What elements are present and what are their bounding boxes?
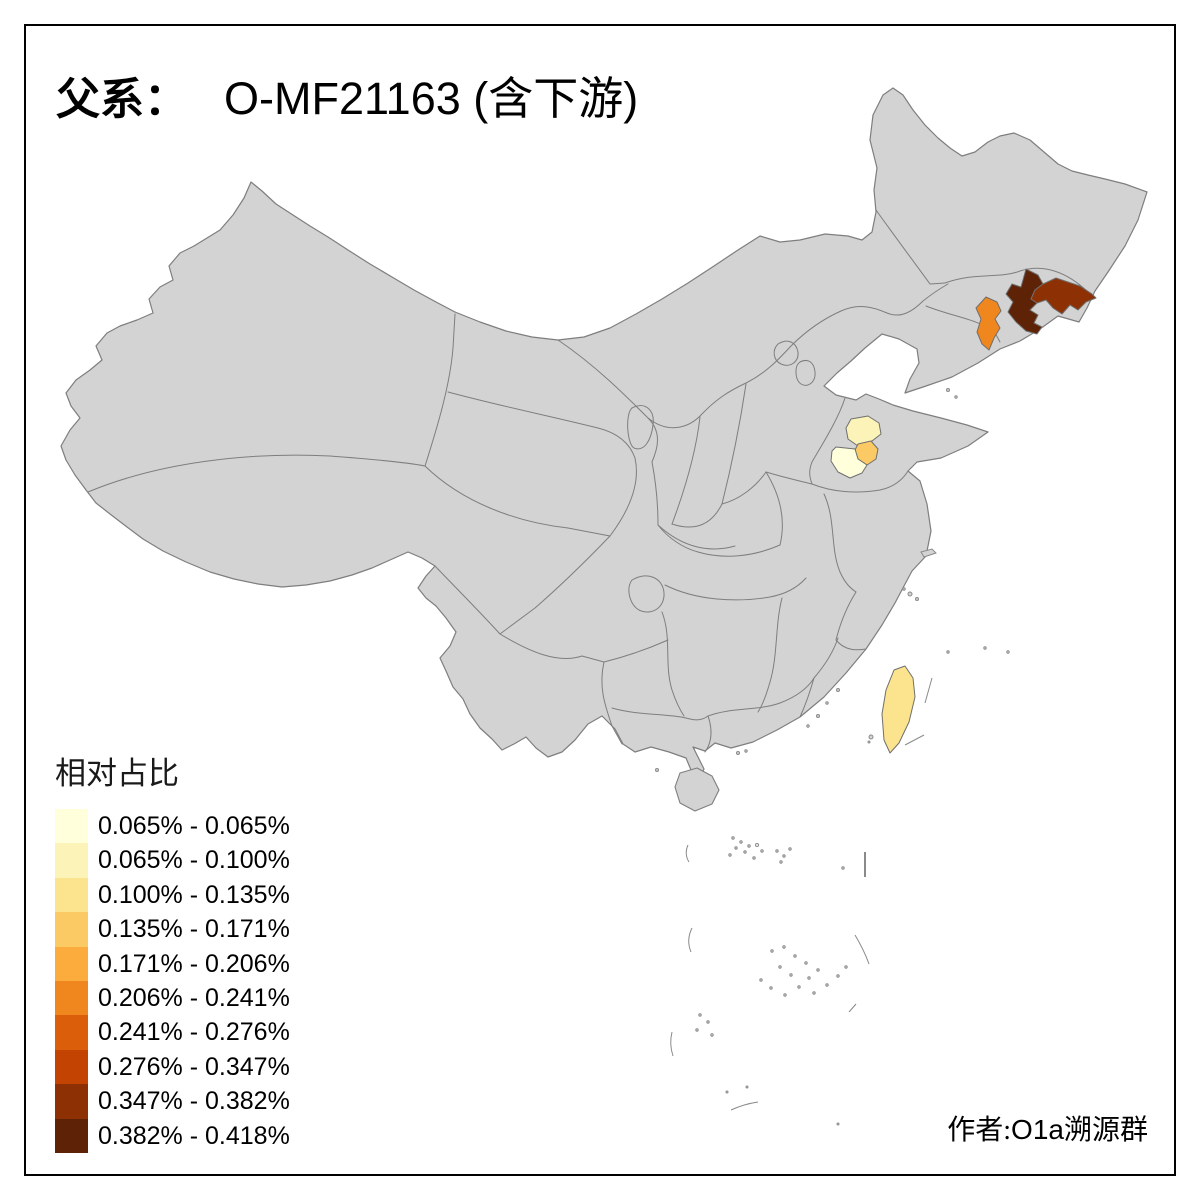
legend-class-row: 0.135% - 0.171% (55, 912, 290, 947)
legend-swatch (55, 912, 88, 947)
legend-label: 0.065% - 0.065% (98, 812, 290, 840)
author-credit: 作者:O1a溯源群 (947, 1108, 1148, 1148)
china-mainland-outline (60, 87, 1148, 783)
legend-swatch (55, 843, 88, 878)
legend-swatch (55, 946, 88, 981)
legend-swatch (55, 980, 88, 1016)
legend-label: 0.347% - 0.382% (98, 1087, 290, 1116)
small-islands (655, 388, 1010, 1126)
legend-title: 相对占比 (55, 756, 179, 791)
legend-class-row: 0.206% - 0.241% (55, 980, 290, 1016)
legend-label: 0.135% - 0.171% (98, 915, 290, 944)
hainan-island (674, 767, 720, 812)
author-suffix: 溯源群 (1063, 1115, 1148, 1146)
legend-label: 0.100% - 0.135% (98, 880, 290, 909)
legend-class-row: 0.171% - 0.206% (55, 946, 290, 981)
region-liaoning-southeast (975, 296, 1002, 351)
legend-class-row: 0.382% - 0.418% (55, 1118, 290, 1153)
legend-class-row: 0.347% - 0.382% (55, 1084, 290, 1119)
page-title: 父系： O-MF21163 (含下游) (56, 62, 638, 127)
colored-regions (830, 268, 1097, 754)
legend-swatch (55, 1015, 88, 1050)
legend-class-row: 0.065% - 0.065% (55, 809, 290, 844)
legend-class-row: 0.100% - 0.135% (55, 877, 290, 913)
legend-class-row: 0.241% - 0.276% (55, 1015, 290, 1050)
legend: 相对占比 0.065% - 0.065% 0.065% - 0.100% 0.1… (55, 748, 290, 1153)
legend-class-row: 0.065% - 0.100% (55, 843, 290, 878)
title-haplogroup: O-MF21163 (含下游) (224, 73, 639, 124)
legend-label: 0.382% - 0.418% (98, 1121, 290, 1150)
legend-label: 0.206% - 0.241% (98, 983, 290, 1012)
legend-swatch (55, 1049, 88, 1085)
legend-swatch (55, 1084, 88, 1119)
author-prefix: 作者: (947, 1115, 1012, 1146)
province-borders (87, 209, 1089, 753)
region-shandong-southwest (830, 446, 868, 479)
region-jilin-east (1030, 277, 1097, 315)
region-taiwan (881, 665, 916, 754)
legend-label: 0.171% - 0.206% (98, 949, 290, 978)
legend-label: 0.276% - 0.347% (98, 1052, 290, 1081)
legend-class-row: 0.276% - 0.347% (55, 1049, 290, 1085)
region-shandong-north (845, 415, 882, 447)
legend-swatch (55, 877, 88, 913)
legend-swatch (55, 1118, 88, 1153)
legend-label: 0.065% - 0.100% (98, 846, 290, 875)
title-family-label: 父系： (56, 75, 188, 124)
author-group-latin: O1a (1011, 1114, 1064, 1145)
legend-label: 0.241% - 0.276% (98, 1018, 290, 1047)
legend-swatch (55, 809, 88, 844)
